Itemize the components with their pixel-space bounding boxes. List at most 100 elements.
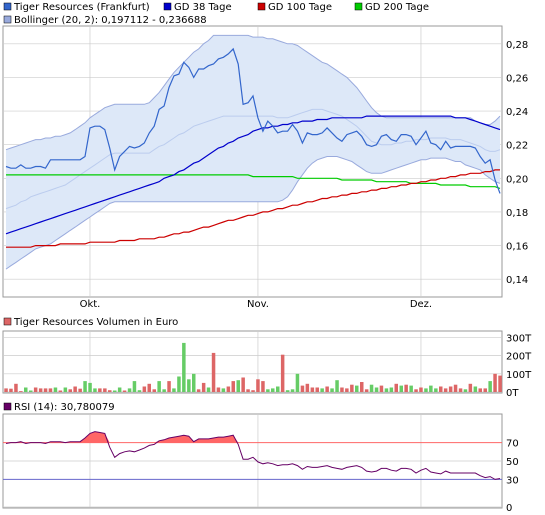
- volume-bar: [226, 386, 231, 392]
- volume-bar: [493, 373, 497, 392]
- price-y-axis: 0,14 0,16 0,18 0,20 0,22 0,24 0,26 0,28: [506, 40, 528, 286]
- volume-bar: [157, 381, 161, 392]
- volume-bar: [172, 388, 176, 392]
- volume-bar: [310, 387, 315, 392]
- legend-swatch-gd38: [163, 2, 172, 11]
- gd38-line: [5, 115, 501, 235]
- volume-bar: [73, 386, 77, 392]
- volume-bar: [458, 388, 463, 392]
- volume-bar: [201, 382, 206, 392]
- rsi-title-swatch: [3, 402, 12, 411]
- volume-bar: [19, 391, 23, 392]
- volume-bar: [320, 388, 324, 392]
- volume-bar: [187, 379, 191, 392]
- rsi-line: [5, 431, 501, 480]
- price-x-tick-label: Okt.: [80, 299, 101, 310]
- volume-bar: [29, 390, 33, 392]
- volume-bar: [305, 383, 310, 392]
- volume-bar: [315, 387, 319, 392]
- legend-label-gd200: GD 200 Tage: [365, 2, 429, 13]
- rsi-y-axis: 0 30 50 70: [506, 439, 519, 514]
- volume-bar: [167, 381, 171, 392]
- price-y-tick-label: 0,20: [506, 174, 528, 185]
- bollinger-band: [6, 35, 500, 270]
- volume-bar: [117, 387, 122, 392]
- volume-y-axis: 0T 100T 200T 300T: [506, 333, 532, 399]
- rsi-title: RSI (14): 30,780079: [14, 402, 115, 413]
- volume-bar: [364, 389, 369, 392]
- volume-bar: [196, 389, 201, 392]
- volume-bar: [33, 387, 38, 392]
- volume-panel: Tiger Resources Volumen in Euro 0T 100T 20…: [2, 317, 532, 399]
- volume-bar: [4, 388, 8, 392]
- volume-bar: [280, 354, 285, 392]
- volume-bar: [48, 388, 53, 392]
- volume-bar: [256, 379, 260, 392]
- volume-bar: [83, 381, 87, 392]
- price-y-tick-label: 0,26: [506, 73, 528, 84]
- volume-bar: [419, 387, 423, 392]
- volume-bar: [14, 383, 18, 392]
- price-x-tick-label: Nov.: [247, 299, 269, 310]
- price-y-tick-label: 0,22: [506, 141, 528, 152]
- volume-bar: [127, 388, 132, 392]
- volume-bar: [409, 385, 413, 392]
- price-y-tick-label: 0,18: [506, 208, 528, 219]
- volume-bar: [414, 389, 418, 392]
- volume-bar: [53, 387, 58, 392]
- volume-bar: [453, 384, 458, 392]
- rsi-y-tick-label: 70: [506, 439, 519, 450]
- volume-bar: [350, 384, 354, 392]
- volume-bar: [300, 385, 305, 392]
- legend-swatch-gd100: [257, 2, 266, 11]
- volume-panel-frame: [2, 330, 503, 394]
- volume-y-tick-label: 0T: [506, 388, 519, 399]
- volume-bar: [478, 388, 482, 392]
- volume-bar: [335, 380, 339, 392]
- volume-bar: [137, 390, 142, 392]
- rsi-panel: RSI (14): 30,780079 0 30 50 70: [2, 402, 519, 514]
- legend-label-price: Tiger Resources (Frankfurt): [13, 2, 150, 13]
- volume-bar: [325, 386, 329, 392]
- volume-bar: [216, 387, 221, 392]
- volume-bar: [369, 384, 374, 392]
- gd100-line: [6, 169, 500, 248]
- volume-bar: [498, 375, 502, 392]
- volume-bar: [276, 386, 280, 392]
- volume-bar: [177, 376, 181, 392]
- volume-bar: [483, 388, 487, 392]
- volume-bar: [355, 385, 359, 392]
- volume-title-swatch: [3, 317, 12, 326]
- volume-bar: [488, 381, 492, 392]
- volume-bar: [399, 385, 403, 392]
- volume-bar: [231, 381, 235, 392]
- volume-bar: [162, 389, 166, 392]
- volume-bar: [9, 388, 13, 392]
- volume-bar: [38, 388, 43, 392]
- volume-bar: [394, 383, 398, 392]
- volume-bar: [448, 386, 453, 392]
- volume-bar: [439, 386, 443, 392]
- volume-bar: [295, 373, 300, 392]
- volume-bar: [404, 384, 408, 392]
- volume-bar: [271, 388, 275, 392]
- volume-bar: [236, 380, 240, 392]
- volume-bar: [266, 389, 270, 392]
- price-x-tick-label: Dez.: [410, 299, 432, 310]
- volume-bar: [122, 390, 127, 392]
- legend-label-bollinger: Bollinger (20, 2): 0,197112 - 0,236688: [14, 15, 207, 26]
- bollinger-upper-line: [5, 34, 501, 151]
- bollinger-middle-line: [5, 108, 501, 210]
- legend-label-gd100: GD 100 Tage: [268, 2, 332, 13]
- volume-bar: [192, 373, 196, 392]
- volume-bar: [132, 381, 137, 392]
- volume-bar: [103, 388, 107, 392]
- volume-bar: [241, 377, 245, 392]
- volume-bars: [4, 342, 502, 392]
- volume-bar: [429, 385, 433, 392]
- volume-bar: [24, 387, 28, 392]
- volume-bar: [113, 390, 117, 392]
- volume-bar: [434, 388, 438, 392]
- volume-bar: [424, 388, 428, 392]
